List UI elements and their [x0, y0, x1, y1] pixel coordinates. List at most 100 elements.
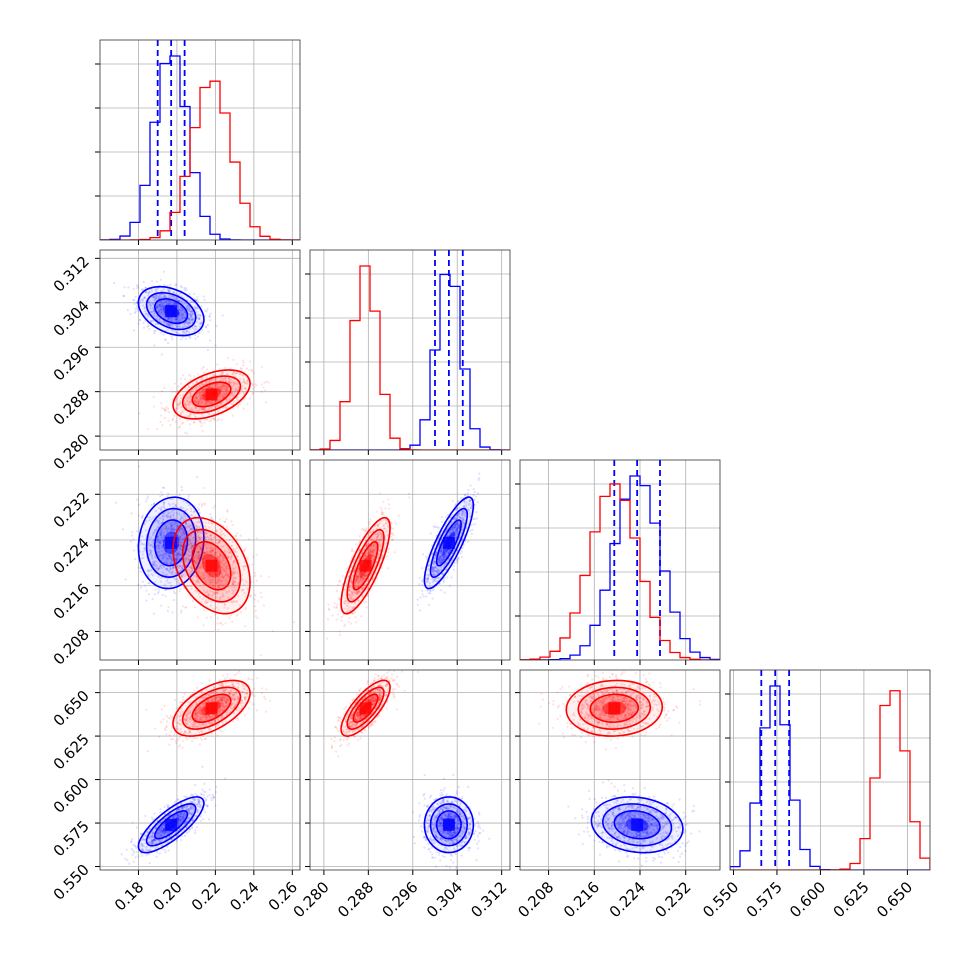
scatter-point	[232, 383, 236, 386]
scatter-point	[221, 379, 224, 382]
scatter-point	[181, 336, 184, 339]
scatter-point	[167, 419, 170, 422]
scatter-point	[189, 534, 192, 538]
scatter-point	[192, 313, 195, 316]
scatter-point	[173, 303, 176, 306]
scatter-point	[156, 305, 159, 308]
scatter-point	[166, 341, 170, 345]
scatter-point	[182, 312, 185, 316]
scatter-point	[168, 303, 171, 306]
scatter-point	[201, 390, 204, 394]
scatter-point	[170, 527, 174, 530]
scatter-point	[140, 298, 143, 301]
scatter-point	[172, 526, 175, 529]
scatter-point	[123, 286, 126, 289]
scatter-point	[251, 391, 254, 395]
scatter-point	[234, 382, 237, 385]
scatter-point	[189, 400, 192, 403]
scatter-point	[188, 407, 192, 410]
scatter-point	[223, 366, 227, 370]
scatter-point	[184, 522, 188, 525]
scatter-point	[201, 389, 205, 392]
scatter-point	[171, 417, 175, 420]
scatter-point	[199, 566, 202, 570]
scatter-point	[161, 528, 164, 531]
scatter-point	[169, 526, 173, 529]
scatter-point	[176, 325, 180, 328]
scatter-point	[161, 313, 164, 316]
scatter-point	[201, 400, 204, 403]
scatter-point	[167, 515, 170, 518]
scatter-point	[171, 508, 174, 512]
scatter-point	[172, 528, 176, 531]
scatter-point	[235, 537, 238, 541]
scatter-point	[183, 531, 186, 534]
scatter-point	[196, 552, 199, 555]
scatter-point	[152, 531, 155, 534]
scatter-point	[169, 528, 172, 531]
scatter-point	[166, 542, 170, 545]
scatter-point	[196, 316, 199, 320]
scatter-point	[189, 319, 192, 322]
scatter-point	[155, 540, 158, 543]
scatter-point	[170, 524, 173, 528]
scatter-point	[149, 569, 152, 572]
scatter-point	[187, 384, 190, 387]
scatter-point	[206, 324, 209, 327]
scatter-point	[157, 567, 160, 570]
scatter-point	[175, 553, 178, 556]
scatter-point	[203, 402, 206, 406]
scatter-point	[203, 388, 206, 391]
scatter-point	[151, 313, 154, 316]
scatter-point	[228, 538, 231, 542]
scatter-point	[150, 310, 153, 314]
scatter-point	[232, 358, 235, 361]
scatter-point	[181, 533, 184, 536]
scatter-point	[177, 550, 180, 554]
scatter-point	[183, 324, 187, 327]
scatter-point	[456, 561, 459, 564]
scatter-point	[188, 400, 191, 403]
scatter-point	[200, 402, 203, 405]
scatter-point	[178, 299, 181, 303]
scatter-point	[184, 509, 187, 512]
scatter-point	[187, 584, 190, 588]
scatter-point	[262, 604, 266, 607]
scatter-point	[196, 315, 199, 318]
scatter-point	[180, 544, 183, 547]
scatter-point	[207, 407, 211, 410]
scatter-point	[204, 309, 207, 312]
scatter-point	[199, 547, 202, 550]
scatter-point	[182, 538, 185, 541]
scatter-point	[212, 518, 215, 521]
scatter-point	[360, 527, 364, 530]
scatter-point	[150, 311, 153, 314]
scatter-point	[172, 290, 176, 294]
scatter-point	[184, 515, 187, 518]
scatter-point	[155, 528, 158, 531]
scatter-point	[198, 317, 201, 320]
scatter-point	[148, 291, 151, 294]
scatter-point	[131, 530, 134, 534]
scatter-point	[225, 406, 228, 409]
scatter-point	[183, 322, 186, 325]
scatter-point	[177, 512, 181, 516]
scatter-point	[156, 540, 159, 543]
scatter-point	[199, 546, 203, 550]
scatter-point	[231, 588, 234, 591]
scatter-point	[197, 398, 201, 402]
scatter-point	[254, 574, 257, 577]
scatter-point	[194, 399, 197, 402]
scatter-point	[135, 284, 139, 287]
scatter-point	[158, 309, 161, 312]
scatter-point	[195, 388, 198, 391]
scatter-point	[161, 557, 164, 560]
scatter-point	[187, 550, 190, 553]
scatter-point	[225, 525, 228, 529]
scatter-point	[241, 387, 244, 390]
scatter-point	[442, 579, 446, 582]
scatter-point	[222, 532, 225, 536]
scatter-point	[210, 402, 213, 405]
scatter-point	[160, 549, 163, 552]
scatter-point	[178, 314, 181, 317]
